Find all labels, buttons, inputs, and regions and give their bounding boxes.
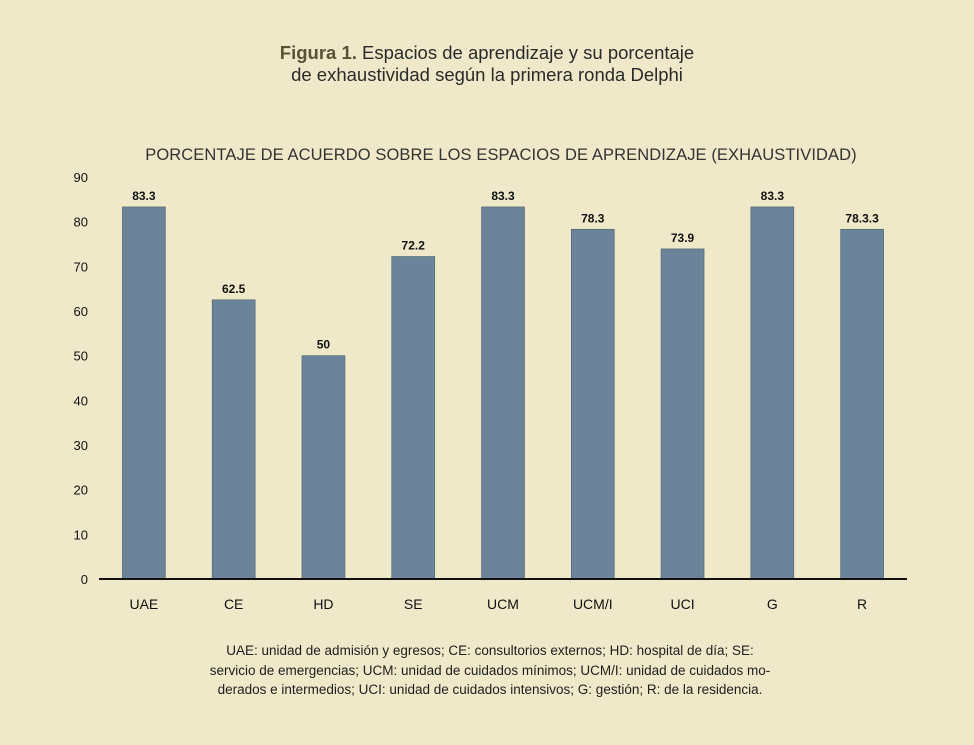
y-tick-label: 0: [81, 572, 88, 587]
figure-label: Figura 1.: [279, 42, 357, 63]
value-label: 50: [317, 338, 331, 352]
x-category-label: CE: [224, 596, 243, 612]
y-tick-label: 50: [74, 349, 88, 364]
y-tick-label: 40: [74, 393, 88, 408]
bar-ucm-i: [570, 228, 615, 580]
value-label: 72.2: [402, 239, 426, 253]
x-category-label: UCM/I: [573, 596, 613, 612]
x-category-label: G: [767, 596, 778, 612]
value-label: 78.3.3: [845, 211, 879, 225]
x-category-label: HD: [313, 596, 333, 612]
x-axis-categories: UAE CE HD SE UCM UCM/I UCI G R: [129, 596, 867, 612]
value-label: 83.3: [491, 189, 515, 203]
chart-title: PORCENTAJE DE ACUERDO SOBRE LOS ESPACIOS…: [145, 146, 857, 164]
value-labels: 83.3 62.5 50 72.2 83.3 78.3 73.9 83.3 78.3.3: [132, 189, 879, 352]
value-label: 83.3: [761, 189, 785, 203]
bars: [122, 206, 884, 580]
bar-hd: [301, 355, 346, 580]
y-tick-label: 60: [74, 304, 88, 319]
bar-r: [840, 228, 884, 580]
caption-line1: UAE: unidad de admisión y egresos; CE: c…: [226, 643, 754, 658]
value-label: 73.9: [671, 231, 695, 245]
x-category-label: R: [857, 596, 867, 612]
bar-g: [750, 206, 795, 580]
caption-line3: derados e intermedios; UCI: unidad de cu…: [217, 682, 763, 697]
value-label: 62.5: [222, 282, 246, 296]
y-tick-label: 70: [74, 259, 88, 274]
figure-title-line2: de exhaustividad según la primera ronda …: [291, 64, 683, 85]
bar-uci: [660, 248, 705, 580]
y-tick-label: 30: [74, 438, 88, 453]
figure-title: Figura 1. Espacios de aprendizaje y su p…: [0, 42, 974, 86]
y-axis-ticks: 0 10 20 30 40 50 60 70 80 90: [74, 170, 88, 587]
x-category-label: UCM: [487, 596, 519, 612]
figure-title-line1: Figura 1. Espacios de aprendizaje y su p…: [0, 42, 974, 64]
bar-ucm: [481, 206, 525, 580]
figure-caption: UAE: unidad de admisión y egresos; CE: c…: [140, 641, 840, 700]
y-tick-label: 90: [74, 170, 88, 185]
x-category-label: UCI: [670, 596, 694, 612]
value-label: 83.3: [132, 189, 156, 203]
y-tick-label: 20: [74, 483, 88, 498]
x-category-label: SE: [404, 596, 423, 612]
bar-se: [391, 256, 436, 580]
bar-uae: [122, 206, 166, 580]
value-label: 78.3: [581, 211, 605, 225]
bar-ce: [211, 299, 256, 580]
y-tick-label: 10: [74, 527, 88, 542]
caption-line2: servicio de emergencias; UCM: unidad de …: [209, 662, 771, 678]
y-tick-label: 80: [74, 215, 88, 230]
figure-title-text-1: Espacios de aprendizaje y su porcentaje: [362, 42, 695, 63]
x-category-label: UAE: [129, 596, 158, 612]
